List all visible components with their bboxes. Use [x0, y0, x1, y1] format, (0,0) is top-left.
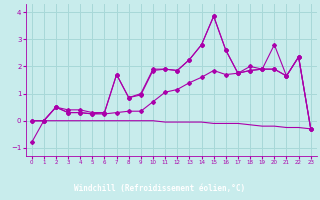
Text: Windchill (Refroidissement éolien,°C): Windchill (Refroidissement éolien,°C) — [75, 184, 245, 193]
